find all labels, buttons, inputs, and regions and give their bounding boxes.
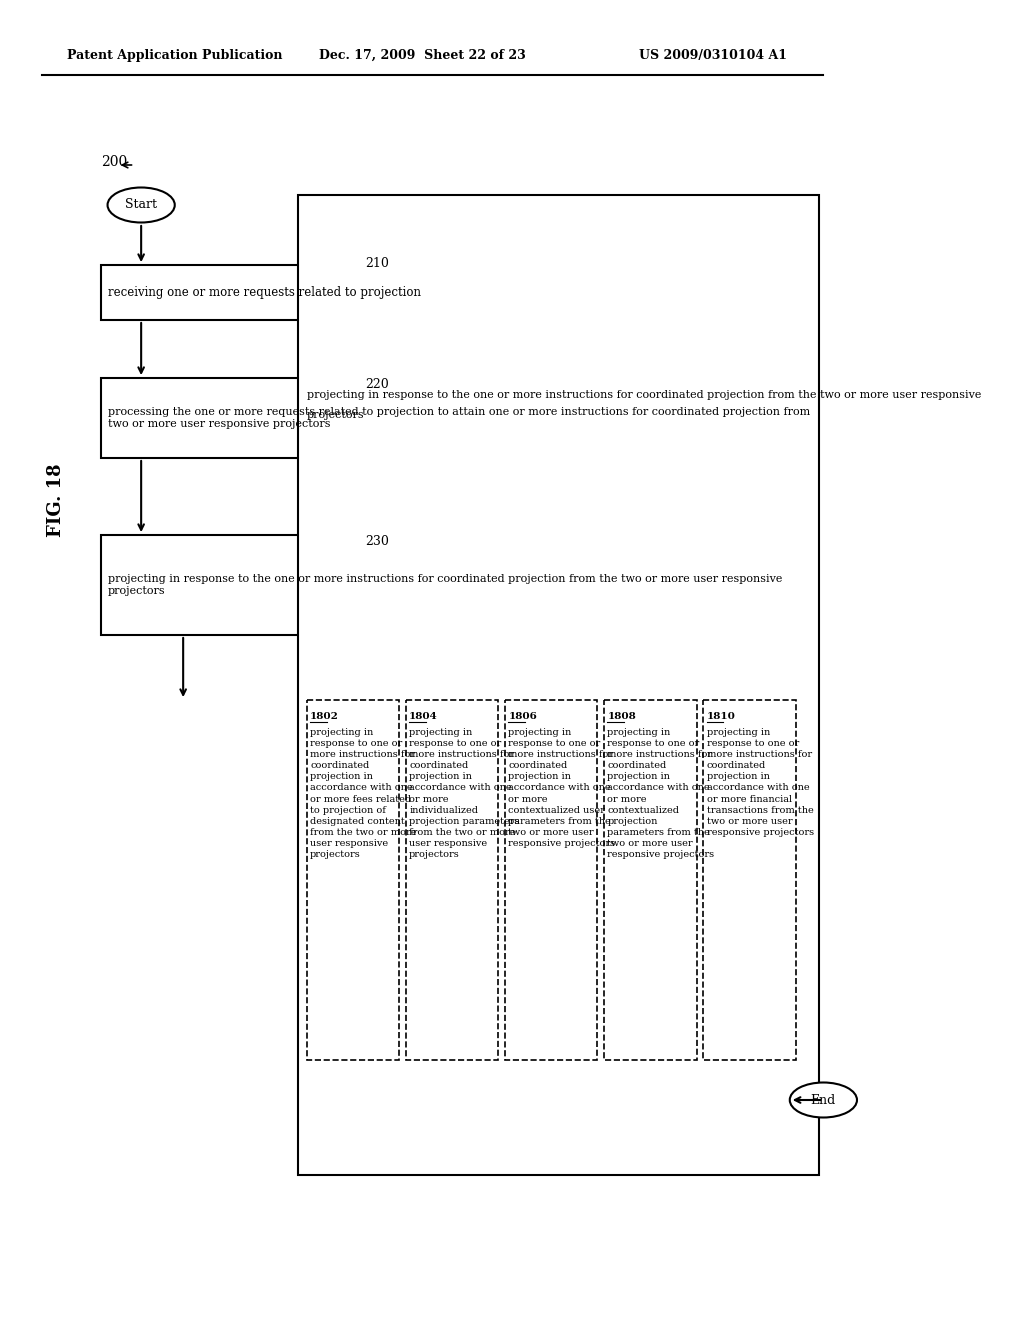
Text: 220: 220 <box>366 378 389 391</box>
Text: Start: Start <box>125 198 157 211</box>
Text: processing the one or more requests related to projection to attain one or more : processing the one or more requests rela… <box>108 407 810 429</box>
Text: 210: 210 <box>366 257 389 271</box>
FancyBboxPatch shape <box>298 195 819 1175</box>
Ellipse shape <box>108 187 175 223</box>
Bar <box>406 700 499 1060</box>
Bar <box>306 700 399 1060</box>
Text: US 2009/0310104 A1: US 2009/0310104 A1 <box>639 49 786 62</box>
Text: Patent Application Publication: Patent Application Publication <box>68 49 283 62</box>
FancyBboxPatch shape <box>100 265 361 319</box>
Text: projecting in response to the one or more instructions for coordinated projectio: projecting in response to the one or mor… <box>306 389 981 400</box>
Bar <box>505 700 597 1060</box>
Text: projectors: projectors <box>306 411 365 420</box>
Text: FIG. 18: FIG. 18 <box>47 463 66 537</box>
Text: projecting in
response to one or
more instructions for
coordinated
projection in: projecting in response to one or more in… <box>707 729 814 837</box>
Text: End: End <box>811 1093 836 1106</box>
FancyBboxPatch shape <box>100 535 361 635</box>
Text: 1810: 1810 <box>707 711 735 721</box>
Text: 1808: 1808 <box>607 711 636 721</box>
Text: receiving one or more requests related to projection: receiving one or more requests related t… <box>108 286 421 300</box>
Ellipse shape <box>790 1082 857 1118</box>
Text: projecting in
response to one or
more instructions for
coordinated
projection in: projecting in response to one or more in… <box>607 729 715 859</box>
Text: 200: 200 <box>100 154 127 169</box>
Text: projecting in
response to one or
more instructions for
coordinated
projection in: projecting in response to one or more in… <box>310 729 417 859</box>
Text: 1806: 1806 <box>508 711 538 721</box>
Bar <box>604 700 696 1060</box>
Text: projecting in
response to one or
more instructions for
coordinated
projection in: projecting in response to one or more in… <box>410 729 519 859</box>
FancyBboxPatch shape <box>100 378 361 458</box>
Text: 1802: 1802 <box>310 711 339 721</box>
Text: projecting in
response to one or
more instructions for
coordinated
projection in: projecting in response to one or more in… <box>508 729 615 847</box>
Text: 230: 230 <box>366 535 389 548</box>
Bar <box>703 700 796 1060</box>
Text: 1804: 1804 <box>410 711 438 721</box>
Text: projecting in response to the one or more instructions for coordinated projectio: projecting in response to the one or mor… <box>108 574 782 595</box>
Text: Dec. 17, 2009  Sheet 22 of 23: Dec. 17, 2009 Sheet 22 of 23 <box>319 49 526 62</box>
